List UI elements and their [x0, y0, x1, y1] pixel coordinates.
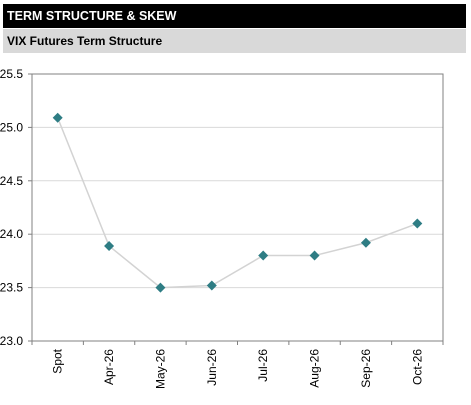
data-point-marker	[104, 240, 115, 251]
x-tick-label: Jul-26	[256, 349, 270, 382]
chart-panel-header: VIX Futures Term Structure	[3, 29, 466, 53]
y-tick-label: 24.0	[0, 227, 23, 241]
x-tick-label: Aug-26	[308, 349, 322, 388]
data-point-marker	[309, 250, 320, 261]
x-tick-label: Sep-26	[359, 349, 373, 388]
y-tick-label: 25.5	[0, 67, 23, 81]
y-axis-ticks: 23.0 23.5 24.0 24.5 25.0 25.5	[0, 67, 32, 348]
x-tick-label: Oct-26	[410, 349, 424, 385]
data-point-marker	[206, 280, 217, 291]
series-line	[56, 117, 418, 289]
y-tick-label: 25.0	[0, 120, 23, 134]
data-point-marker	[155, 282, 166, 293]
y-tick-label: 23.0	[0, 334, 23, 348]
data-point-marker	[412, 218, 423, 229]
x-axis-ticks: Spot Apr-26 May-26 Jun-26 Jul-26 Aug-26 Sep-26…	[31, 341, 444, 389]
x-tick-label: May-26	[153, 349, 167, 389]
x-tick-label: Jun-26	[205, 349, 219, 386]
data-point-marker	[258, 250, 269, 261]
data-point-marker	[52, 112, 63, 123]
x-tick-label: Spot	[51, 348, 65, 373]
y-tick-label: 23.5	[0, 281, 23, 295]
data-point-marker	[360, 237, 371, 248]
data-points	[52, 112, 423, 293]
section-header: TERM STRUCTURE & SKEW	[3, 4, 466, 28]
chart-panel-title: VIX Futures Term Structure	[7, 34, 163, 48]
x-tick-label: Apr-26	[102, 349, 116, 385]
section-title: TERM STRUCTURE & SKEW	[7, 9, 177, 23]
y-tick-label: 24.5	[0, 174, 23, 188]
gridlines	[32, 126, 443, 289]
